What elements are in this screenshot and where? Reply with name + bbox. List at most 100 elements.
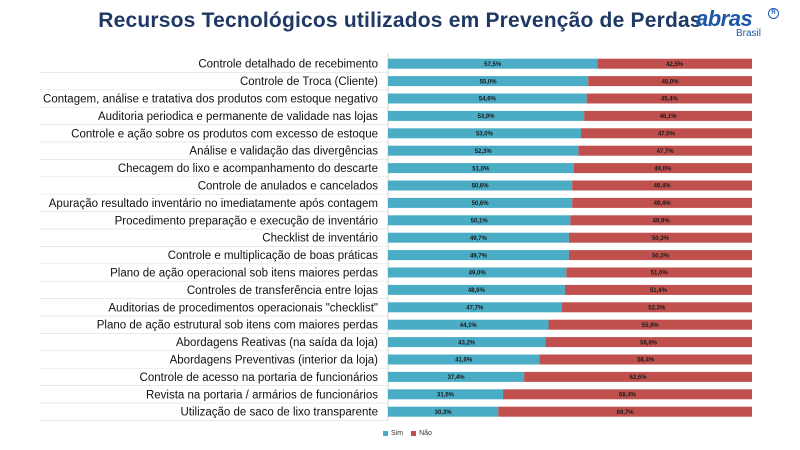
data-label-sim: 54,6% <box>479 97 497 103</box>
bar-nao <box>578 145 752 156</box>
bar-sim <box>388 58 598 69</box>
data-label-sim: 49,0% <box>469 271 487 277</box>
data-label-nao: 69,7% <box>617 410 635 416</box>
data-label-nao: 55,9% <box>642 323 660 329</box>
bar-nao <box>564 284 752 295</box>
category-label: Plano de ação estrutural sob itens com m… <box>97 320 379 332</box>
bar-sim <box>388 389 504 400</box>
category-label: Utilização de saco de lixo transparente <box>180 407 378 419</box>
bar-sim <box>388 267 567 278</box>
bar-sim <box>388 76 589 87</box>
bar-sim <box>388 371 525 382</box>
data-label-sim: 49,7% <box>470 253 488 259</box>
bar-nao <box>548 319 752 330</box>
data-label-sim: 47,7% <box>466 306 484 312</box>
category-label: Controle de Troca (Cliente) <box>240 76 378 88</box>
category-label: Controles de transferência entre lojas <box>187 285 378 297</box>
category-label: Controle detalhado de recebimento <box>198 59 378 71</box>
bar-nao <box>503 389 752 400</box>
data-label-nao: 49,9% <box>653 219 671 225</box>
bar-nao <box>572 197 752 208</box>
data-label-nao: 52,3% <box>648 306 666 312</box>
bar-nao <box>588 76 752 87</box>
bar-nao <box>566 267 752 278</box>
data-label-sim: 48,6% <box>468 288 486 294</box>
bar-sim <box>388 93 587 104</box>
bar-sim <box>388 337 546 348</box>
legend-swatch-nao <box>411 431 417 436</box>
registered-mark-icon: R <box>768 8 779 19</box>
category-label: Abordagens Preventivas (interior da loja… <box>170 355 379 367</box>
data-label-sim: 31,6% <box>437 393 455 399</box>
bar-nao <box>561 302 752 313</box>
bar-sim <box>388 128 581 139</box>
category-label: Apuração resultado inventário no imediat… <box>49 198 378 210</box>
data-label-sim: 53,9% <box>478 114 496 120</box>
category-label: Checagem do lixo e acompanhamento do des… <box>118 163 378 175</box>
logo-subtitle: Brasil <box>736 28 762 39</box>
data-label-nao: 50,3% <box>652 253 670 259</box>
bar-sim <box>388 302 562 313</box>
data-label-sim: 57,5% <box>484 62 502 68</box>
data-label-sim: 44,1% <box>460 323 478 329</box>
data-label-sim: 43,2% <box>458 340 476 346</box>
bar-nao <box>584 110 752 121</box>
bar-nao <box>498 406 752 417</box>
bar-nao <box>586 93 752 104</box>
chart-title: Recursos Tecnológicos utilizados em Prev… <box>98 9 702 32</box>
legend-item-nao: Não <box>411 430 432 437</box>
abras-logo: abras R Brasil <box>696 6 786 42</box>
data-label-sim: 30,3% <box>435 410 453 416</box>
category-label: Controle de anulados e cancelados <box>198 181 379 193</box>
bar-sim <box>388 180 573 191</box>
data-label-nao: 56,8% <box>640 340 658 346</box>
data-label-nao: 46,1% <box>660 114 678 120</box>
data-label-sim: 53,0% <box>476 132 494 138</box>
data-label-nao: 47,7% <box>657 149 675 155</box>
category-label: Controle e multiplicação de boas prática… <box>168 250 379 262</box>
data-label-sim: 50,6% <box>472 201 490 207</box>
data-label-sim: 41,6% <box>455 358 473 364</box>
data-label-nao: 49,4% <box>654 184 672 190</box>
data-label-nao: 58,4% <box>637 358 655 364</box>
category-label: Auditoria periodica e permanente de vali… <box>98 111 378 123</box>
data-label-nao: 51,4% <box>650 288 668 294</box>
bar-nao <box>568 250 752 261</box>
legend-label-nao: Não <box>419 430 432 437</box>
bar-sim <box>388 232 569 243</box>
bar-sim <box>388 250 569 261</box>
bar-sim <box>388 406 499 417</box>
data-label-nao: 50,3% <box>652 236 670 242</box>
bar-sim <box>388 110 585 121</box>
category-label: Contagem, análise e tratativa dos produt… <box>43 94 378 106</box>
data-label-sim: 37,4% <box>448 375 466 381</box>
category-label: Checklist de inventário <box>262 233 378 245</box>
legend-label-sim: Sim <box>391 430 404 437</box>
data-label-nao: 68,4% <box>619 393 637 399</box>
bar-nao <box>570 215 752 226</box>
bar-nao <box>539 354 752 365</box>
data-label-sim: 49,7% <box>470 236 488 242</box>
category-label: Análise e validação das divergências <box>189 146 378 158</box>
bar-sim <box>388 284 565 295</box>
data-label-nao: 45,4% <box>661 97 679 103</box>
data-label-sim: 51,0% <box>472 166 490 172</box>
data-label-nao: 47,0% <box>658 132 676 138</box>
category-label: Revista na portaria / armários de funcio… <box>146 389 378 401</box>
category-label: Auditorias de procedimentos operacionais… <box>108 302 378 314</box>
chart-legend: Sim Não <box>383 430 432 437</box>
bar-sim <box>388 145 579 156</box>
data-label-nao: 51,0% <box>651 271 669 277</box>
legend-item-sim: Sim <box>383 430 403 437</box>
data-label-nao: 42,5% <box>666 62 684 68</box>
bar-nao <box>568 232 752 243</box>
bar-nao <box>545 337 752 348</box>
data-label-nao: 49,4% <box>654 201 672 207</box>
bar-nao <box>580 128 752 139</box>
category-label: Plano de ação operacional sob itens maio… <box>110 268 378 280</box>
bar-nao <box>572 180 752 191</box>
legend-swatch-sim <box>383 431 388 436</box>
data-label-sim: 50,6% <box>472 184 490 190</box>
data-label-sim: 55,0% <box>480 79 498 85</box>
data-label-sim: 50,1% <box>471 219 489 225</box>
